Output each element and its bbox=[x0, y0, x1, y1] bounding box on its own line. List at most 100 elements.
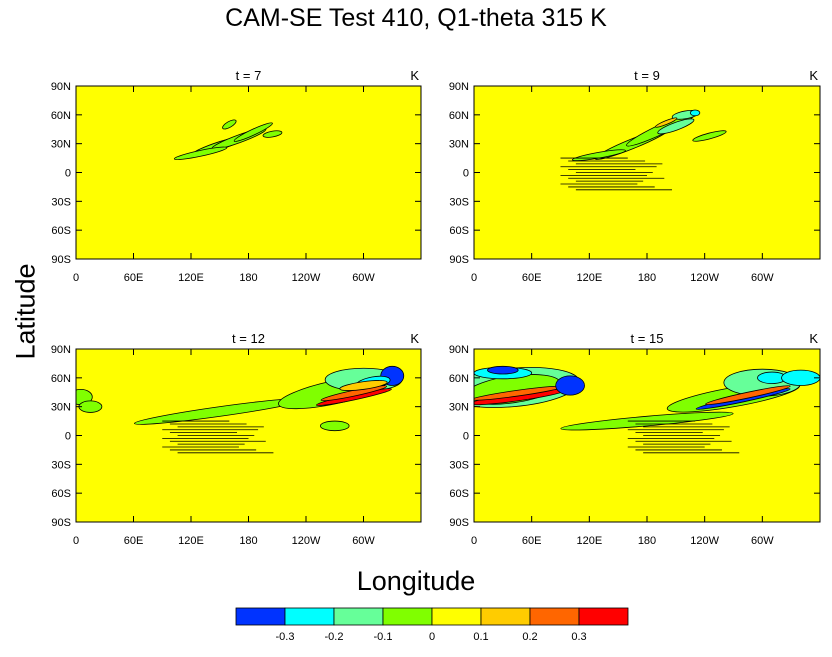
y-tick-label: 90S bbox=[449, 517, 469, 529]
y-tick-label: 30N bbox=[51, 402, 71, 414]
colorbar-swatch bbox=[235, 607, 286, 626]
y-tick-label: 30S bbox=[449, 459, 469, 471]
figure-title: CAM-SE Test 410, Q1-theta 315 K bbox=[225, 4, 607, 32]
y-tick-label: 60N bbox=[51, 373, 71, 385]
panel-title: t = 9 bbox=[634, 68, 660, 83]
x-tick-label: 60W bbox=[751, 272, 774, 284]
colorbar-swatch bbox=[480, 607, 531, 626]
y-tick-label: 30S bbox=[51, 196, 71, 208]
x-tick-label: 60W bbox=[751, 535, 774, 547]
contour-blob bbox=[655, 117, 678, 128]
panel-title: t = 12 bbox=[232, 331, 265, 346]
colorbar-label: 0.2 bbox=[522, 631, 537, 643]
y-tick-label: 90S bbox=[449, 254, 469, 266]
x-tick-label: 180 bbox=[239, 535, 257, 547]
colorbar-swatch bbox=[578, 607, 629, 626]
contour-blob bbox=[233, 122, 273, 142]
panel-contours bbox=[560, 109, 727, 191]
x-tick-label: 180 bbox=[239, 272, 257, 284]
y-tick-label: 60S bbox=[449, 225, 469, 237]
y-tick-label: 90N bbox=[51, 81, 71, 93]
y-tick-label: 90N bbox=[449, 81, 469, 93]
contour-blob bbox=[555, 375, 585, 396]
y-tick-label: 90S bbox=[51, 517, 71, 529]
x-tick-label: 60W bbox=[352, 535, 375, 547]
y-tick-label: 30N bbox=[449, 402, 469, 414]
contour-blob bbox=[173, 146, 228, 160]
contour-blob bbox=[319, 420, 350, 432]
x-tick-label: 180 bbox=[638, 535, 656, 547]
colorbar-swatch bbox=[529, 607, 580, 626]
y-tick-label: 0 bbox=[65, 168, 71, 180]
contour-blob bbox=[487, 365, 519, 375]
x-tick-label: 120W bbox=[292, 272, 321, 284]
contour-blob bbox=[339, 380, 388, 391]
contour-blob bbox=[222, 119, 237, 130]
y-tick-label: 60S bbox=[449, 488, 469, 500]
colorbar-label: 0.1 bbox=[473, 631, 488, 643]
colorbar: -0.3 -0.2 -0.1 0 0.1 0.2 0.3 bbox=[235, 607, 629, 643]
x-tick-label: 120E bbox=[178, 272, 204, 284]
colorbar-swatch bbox=[284, 607, 335, 626]
y-tick-label: 90S bbox=[51, 254, 71, 266]
y-tick-label: 30S bbox=[449, 196, 469, 208]
colorbar-swatch bbox=[382, 607, 433, 626]
colorbar-label: -0.1 bbox=[374, 631, 393, 643]
colorbar-swatch bbox=[431, 607, 482, 626]
y-tick-label: 60S bbox=[51, 225, 71, 237]
colorbar-label: 0 bbox=[429, 631, 435, 643]
x-tick-label: 0 bbox=[73, 272, 79, 284]
x-tick-label: 180 bbox=[638, 272, 656, 284]
panel-title: t = 7 bbox=[236, 68, 262, 83]
y-tick-label: 30N bbox=[51, 139, 71, 151]
colorbar-label: 0.3 bbox=[571, 631, 586, 643]
y-tick-label: 60N bbox=[51, 110, 71, 122]
panel-field bbox=[76, 86, 421, 259]
x-tick-label: 60E bbox=[124, 535, 144, 547]
contour-blob bbox=[78, 400, 103, 413]
x-tick-label: 60E bbox=[522, 272, 542, 284]
y-tick-label: 30S bbox=[51, 459, 71, 471]
x-tick-label: 120W bbox=[690, 535, 719, 547]
x-tick-label: 0 bbox=[471, 535, 477, 547]
panel-units: K bbox=[809, 68, 818, 83]
x-tick-label: 0 bbox=[471, 272, 477, 284]
y-tick-label: 0 bbox=[463, 168, 469, 180]
colorbar-swatch bbox=[333, 607, 384, 626]
y-tick-label: 90N bbox=[51, 344, 71, 356]
x-tick-label: 60E bbox=[124, 272, 144, 284]
panel-units: K bbox=[410, 331, 419, 346]
y-tick-label: 60S bbox=[51, 488, 71, 500]
y-tick-label: 0 bbox=[65, 431, 71, 443]
y-tick-label: 60N bbox=[449, 373, 469, 385]
panel-contours bbox=[76, 365, 405, 454]
contour-blob bbox=[262, 130, 283, 138]
x-tick-label: 120E bbox=[576, 272, 602, 284]
x-tick-label: 60E bbox=[522, 535, 542, 547]
x-tick-label: 0 bbox=[73, 535, 79, 547]
panel-contours bbox=[173, 119, 283, 160]
contour-blob bbox=[705, 385, 791, 405]
y-tick-label: 90N bbox=[449, 344, 469, 356]
colorbar-label: -0.2 bbox=[325, 631, 344, 643]
x-tick-label: 120E bbox=[576, 535, 602, 547]
y-tick-label: 60N bbox=[449, 110, 469, 122]
y-tick-label: 30N bbox=[449, 139, 469, 151]
x-tick-label: 120W bbox=[690, 272, 719, 284]
contour-blob bbox=[689, 109, 701, 117]
panel-units: K bbox=[809, 331, 818, 346]
x-axis-title: Longitude bbox=[356, 566, 476, 596]
x-tick-label: 120E bbox=[178, 535, 204, 547]
contour-blob bbox=[657, 118, 695, 135]
panel-units: K bbox=[410, 68, 419, 83]
colorbar-label: -0.3 bbox=[276, 631, 295, 643]
y-tick-label: 0 bbox=[463, 431, 469, 443]
x-tick-label: 120W bbox=[292, 535, 321, 547]
x-tick-label: 60W bbox=[352, 272, 375, 284]
contour-blob bbox=[692, 130, 727, 142]
